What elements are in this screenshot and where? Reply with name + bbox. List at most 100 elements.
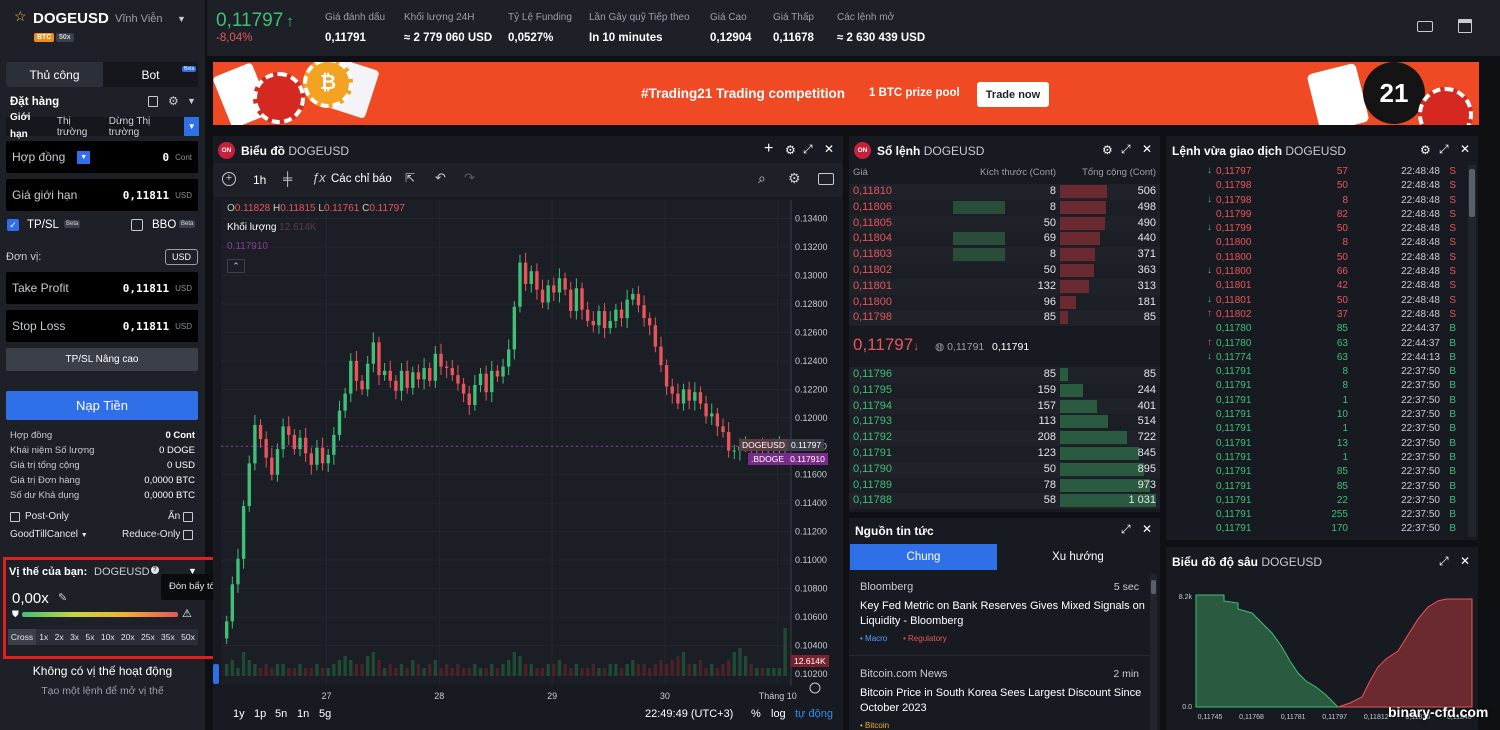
bid-row[interactable]: 0,11795 159 244 (849, 382, 1160, 399)
chevron-down-icon[interactable]: ▼ (188, 566, 197, 576)
keyboard-icon[interactable] (1417, 21, 1433, 32)
gear-icon[interactable]: ⚙ (785, 143, 796, 157)
info-icon[interactable]: ? (151, 566, 159, 574)
scrollbar-thumb[interactable] (1469, 169, 1475, 217)
news-tab-trending[interactable]: Xu hướng (1052, 551, 1104, 563)
gear-icon[interactable]: ⚙ (1102, 143, 1113, 157)
expand-icon[interactable]: ⤢ (1121, 142, 1131, 156)
ask-row[interactable]: 0,11801 132 313 (849, 278, 1160, 295)
tab-stop-market[interactable]: Dừng Thị trường (108, 115, 151, 138)
undo-icon[interactable]: ↶ (435, 170, 446, 185)
close-icon[interactable]: ✕ (1460, 142, 1471, 156)
stop-loss-field[interactable]: Stop Loss 0,11811 USD (6, 310, 198, 342)
tab-limit[interactable]: Giới hạn (6, 109, 54, 145)
close-icon[interactable]: ✕ (1460, 554, 1471, 568)
limit-price-field[interactable]: Giá giới hạn 0,11811 USD (6, 179, 198, 211)
expand-icon[interactable]: ⤢ (1439, 554, 1449, 568)
expand-icon[interactable]: ⤢ (1121, 522, 1131, 536)
gear-icon[interactable]: ⚙ (1420, 143, 1431, 157)
range-1n[interactable]: 1n (297, 708, 310, 720)
leverage-option[interactable]: 25x (140, 632, 155, 642)
news-tab-general[interactable]: Chung (850, 544, 997, 570)
indicators-icon[interactable]: ƒx (312, 170, 326, 185)
ask-row[interactable]: 0,11805 50 490 (849, 215, 1160, 232)
unit-selector[interactable]: USD (165, 249, 198, 265)
scrollbar-thumb[interactable] (1151, 580, 1156, 594)
news-item[interactable]: Bloomberg 5 sec Key Fed Metric on Bank R… (849, 574, 1149, 656)
magnifier-icon[interactable]: ⌕ (758, 170, 766, 186)
interval-selector[interactable]: 1h (253, 173, 267, 187)
bid-row[interactable]: 0,11791 123 845 (849, 445, 1160, 462)
pencil-icon[interactable]: ✎ (58, 592, 68, 604)
range-1p[interactable]: 1p (254, 708, 267, 720)
promo-banner[interactable]: ₿ #Trading21 Trading competition 1 BTC p… (213, 62, 1479, 125)
camera-icon[interactable] (818, 173, 834, 185)
leverage-option[interactable]: 20x (120, 632, 135, 642)
expand-icon[interactable]: ⤢ (803, 142, 813, 156)
candle-type-icon[interactable]: ╪ (283, 171, 293, 186)
range-1y[interactable]: 1y (233, 708, 245, 720)
ask-row[interactable]: 0,11804 69 440 (849, 231, 1160, 248)
price-chart-svg[interactable]: 0.13400 0.13200 0.13000 0.12800 0.12600 0.124… (213, 198, 843, 730)
percent-toggle[interactable]: % (751, 708, 761, 720)
bid-row[interactable]: 0,11796 85 85 (849, 367, 1160, 383)
hide-checkbox[interactable] (183, 512, 193, 522)
bbo-checkbox[interactable] (131, 219, 143, 231)
auto-toggle[interactable]: tự động (795, 708, 833, 720)
order-type-dropdown[interactable]: ▼ (184, 117, 199, 136)
popout-icon[interactable]: ⇱ (405, 171, 416, 185)
bid-row[interactable]: 0,11790 50 895 (849, 461, 1160, 478)
indicators-button[interactable]: Các chỉ báo (331, 173, 392, 185)
log-toggle[interactable]: log (771, 708, 786, 720)
leverage-option[interactable]: 3x (70, 632, 80, 642)
bid-row[interactable]: 0,11788 58 1 031 (849, 493, 1160, 510)
leverage-gradient-bar[interactable] (22, 612, 178, 617)
ask-row[interactable]: 0,11806 8 498 (849, 199, 1160, 216)
bid-row[interactable]: 0,11792 208 722 (849, 430, 1160, 446)
close-icon[interactable]: ✕ (1142, 522, 1153, 536)
add-circle-icon[interactable]: + (222, 172, 236, 186)
post-only-checkbox[interactable] (10, 512, 20, 522)
take-profit-field[interactable]: Take Profit 0,11811 USD (6, 272, 198, 304)
contract-unit-dropdown[interactable]: ▼ (77, 150, 91, 164)
favorite-star-icon[interactable]: ☆ (14, 8, 27, 24)
news-item[interactable]: Bitcoin.com News 2 min Bitcoin Price in … (849, 661, 1149, 730)
range-5g[interactable]: 5g (319, 708, 332, 720)
tpsl-checkbox[interactable]: ✓ (7, 219, 19, 231)
contract-field[interactable]: Hợp đồng ▼ 0 Cont (6, 141, 198, 173)
tab-market[interactable]: Thị trường (56, 115, 88, 138)
chevron-down-icon[interactable]: ▼ (187, 96, 196, 106)
leverage-option[interactable]: 50x (181, 632, 195, 642)
close-icon[interactable]: ✕ (824, 142, 835, 156)
close-icon[interactable]: ✕ (1142, 142, 1153, 156)
time-in-force-select[interactable]: GoodTillCancel ▼ (10, 529, 88, 540)
ask-row[interactable]: 0,11802 50 363 (849, 262, 1160, 279)
layout-icon[interactable] (1458, 19, 1472, 33)
range-5n[interactable]: 5n (275, 708, 288, 720)
scrollbar[interactable] (1468, 165, 1476, 537)
chevron-down-icon[interactable]: ▼ (177, 14, 186, 24)
scrollbar[interactable] (1150, 574, 1157, 730)
calculator-icon[interactable] (148, 96, 158, 107)
advanced-tpsl-button[interactable]: TP/SL Nâng cao (6, 348, 198, 371)
bid-row[interactable]: 0,11789 78 973 (849, 477, 1160, 494)
leverage-option[interactable]: 5x (85, 632, 95, 642)
redo-icon[interactable]: ↷ (464, 170, 475, 185)
ask-row[interactable]: 0,11803 8 371 (849, 247, 1160, 263)
expand-icon[interactable]: ⤢ (1439, 142, 1449, 156)
bid-row[interactable]: 0,11794 157 401 (849, 398, 1160, 415)
settings-icon[interactable]: ⚙ (788, 170, 801, 186)
symbol-name[interactable]: DOGEUSD (33, 10, 109, 27)
ask-row[interactable]: 0,11798 85 85 (849, 310, 1160, 327)
leverage-option-cross[interactable]: Cross (8, 629, 36, 645)
collapse-legend-icon[interactable]: ⌃ (227, 259, 245, 273)
leverage-option[interactable]: 1x (39, 632, 49, 642)
leverage-option[interactable]: 2x (54, 632, 64, 642)
leverage-option[interactable]: 35x (161, 632, 175, 642)
ask-row[interactable]: 0,11810 8 506 (849, 184, 1160, 200)
bid-row[interactable]: 0,11793 113 514 (849, 414, 1160, 431)
ask-row[interactable]: 0,11800 96 181 (849, 294, 1160, 311)
gear-icon[interactable]: ⚙ (168, 94, 179, 108)
trade-now-button[interactable]: Trade now (977, 82, 1049, 107)
reduce-only-checkbox[interactable] (183, 530, 193, 540)
